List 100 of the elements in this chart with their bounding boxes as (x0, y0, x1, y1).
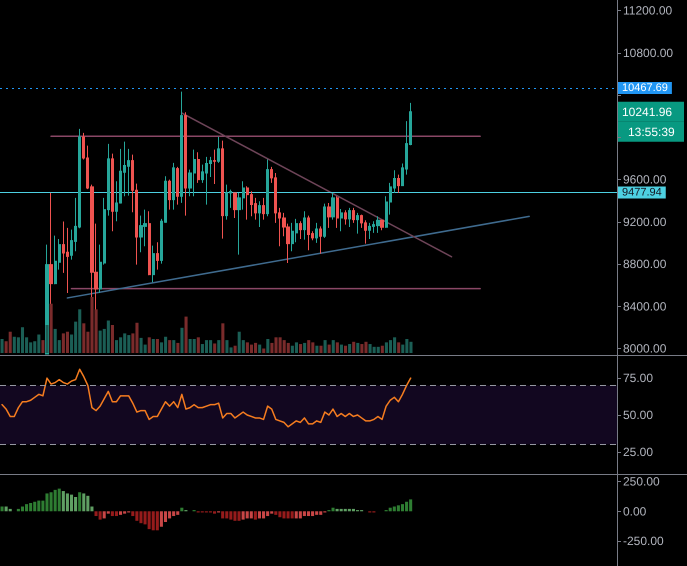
bar (344, 346, 348, 353)
bar (29, 502, 32, 512)
candlestick (331, 192, 335, 220)
candlestick (356, 212, 359, 234)
bar (110, 511, 114, 516)
candlestick (168, 179, 171, 210)
bar (376, 346, 380, 353)
bar (8, 332, 12, 353)
bar (25, 504, 28, 512)
y-tick-label: 8800.00 (623, 257, 667, 272)
y-tick-label: 9600.00 (623, 172, 667, 187)
bar (188, 339, 192, 353)
candlestick (299, 220, 302, 240)
bar (168, 511, 172, 518)
y-tick-label: 9200.00 (623, 214, 667, 229)
bar (98, 330, 102, 353)
bar (74, 497, 78, 512)
bar (372, 346, 376, 353)
candlestick (303, 210, 306, 240)
candlestick (323, 203, 326, 238)
candlestick (54, 235, 57, 285)
bar (192, 339, 196, 353)
bar (388, 340, 392, 353)
bar (176, 511, 180, 515)
bar (324, 340, 327, 353)
bar (250, 511, 253, 518)
bar (302, 511, 306, 516)
bar (332, 340, 335, 353)
candlestick (262, 197, 265, 220)
bar (156, 511, 159, 530)
bar (78, 492, 82, 512)
candlestick (111, 153, 114, 232)
bar (286, 511, 290, 518)
bar (140, 338, 143, 353)
y-tick-label: 10800.00 (623, 46, 674, 60)
candlestick (180, 91, 183, 204)
bar (135, 322, 139, 353)
bar (299, 344, 302, 353)
y-tick-label: 25.00 (623, 444, 654, 459)
bar (315, 511, 318, 515)
bar (307, 340, 310, 353)
bar (200, 344, 204, 353)
bar (8, 508, 12, 512)
bar (262, 511, 266, 518)
bar (0, 506, 4, 512)
bar (282, 340, 286, 353)
bar (184, 316, 188, 353)
bar (139, 511, 143, 524)
bar (393, 337, 396, 353)
candlestick (315, 222, 318, 244)
candlestick (152, 245, 155, 283)
bar (258, 511, 261, 518)
bar (78, 309, 82, 353)
bar (306, 511, 310, 516)
bar (54, 490, 57, 512)
line-series (1, 368, 412, 428)
bar (98, 511, 102, 520)
candlestick (172, 162, 175, 210)
candlestick (246, 186, 249, 220)
candlestick (221, 140, 224, 240)
bar (319, 346, 323, 353)
bar (62, 333, 65, 353)
candlestick (250, 190, 253, 217)
candlestick (348, 207, 351, 228)
candlestick (376, 216, 380, 234)
bar (392, 506, 396, 512)
bar (62, 491, 65, 512)
candlestick (266, 159, 269, 217)
bar (225, 511, 228, 518)
candlestick (380, 219, 384, 231)
bar (45, 325, 49, 353)
bar (20, 327, 24, 353)
bar (82, 323, 86, 353)
candlestick (352, 207, 355, 224)
text: 10241.96 (622, 104, 672, 119)
ref-line-label: 10467.69 (622, 82, 668, 94)
bar (82, 493, 86, 512)
candlestick (176, 166, 179, 206)
bar (254, 342, 258, 353)
y-tick-label: 8000.00 (623, 342, 667, 356)
bar (106, 320, 110, 353)
bar (119, 511, 122, 515)
bar (37, 500, 40, 512)
bar (303, 342, 306, 353)
bar (336, 508, 339, 512)
bar (266, 511, 270, 516)
bar (278, 511, 282, 518)
bar (286, 342, 290, 353)
bar (270, 511, 274, 514)
candlestick (213, 149, 216, 184)
y-tick-label: 50.00 (623, 408, 654, 422)
bar (254, 511, 257, 520)
bar (152, 339, 155, 353)
bar (352, 508, 355, 512)
bar (396, 505, 400, 512)
bar (204, 340, 208, 353)
y-tick-label: 250.00 (623, 474, 660, 489)
candlestick (225, 184, 228, 220)
candlestick (319, 226, 322, 254)
bar (405, 339, 408, 353)
